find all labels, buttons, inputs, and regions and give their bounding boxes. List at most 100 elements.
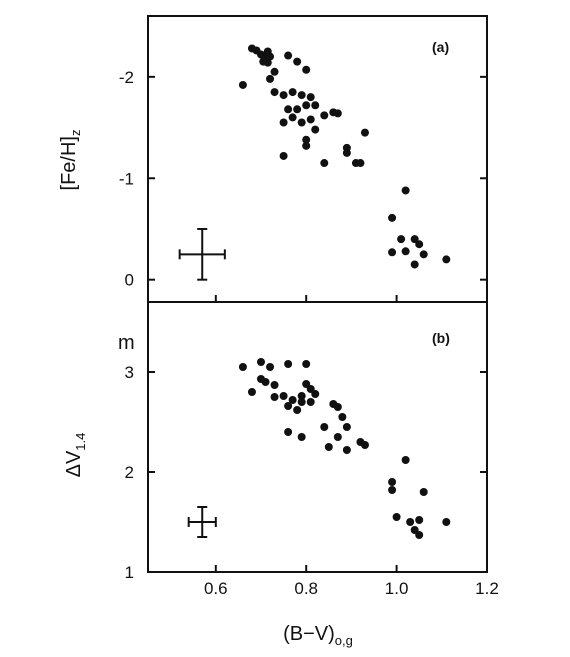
panel-b-data-point [247,388,256,396]
panel-a: (a) [Fe/H]z -2 -1 0 [58,15,488,303]
panel-a-frame [147,15,488,303]
panel-a-data-point [306,115,315,124]
panel-b-data-point [284,360,293,368]
panel-a-data-point [279,118,288,127]
panel-a-label: (a) [432,39,449,55]
panel-b-data-point [270,393,279,401]
panel-b-x-tick-label: 0.8 [294,579,318,598]
panel-b-data-point [270,381,279,389]
panel-a-data-point [419,250,428,259]
panel-b-data-point [279,392,288,400]
panel-b-data-point [388,486,397,494]
panel-b-data-point [297,433,306,441]
panel-a-data-point [302,135,311,144]
panel-b-data-point [324,443,333,451]
panel-a-y-axis-label: [Fe/H] [58,136,80,190]
panel-a-y-tick-label: -1 [119,169,134,188]
panel-b-data-point [297,392,306,400]
x-axis-label: (B−V) [283,623,335,645]
panel-b-data-point [284,402,293,410]
panel-b-data-point [342,446,351,454]
panel-b-data-point [342,423,351,431]
panel-b-frame [147,301,488,573]
panel-a-data-point [297,91,306,100]
panel-a-y-tick-label: 0 [125,271,134,290]
panel-a-data-point [356,159,365,168]
panel-a-data-point [270,88,279,97]
panel-b-data-point [333,403,342,411]
panel-a-data-point [306,93,315,102]
panel-a-data-point [263,58,272,67]
panel-b-data-point [293,406,302,414]
panel-a-data-point [333,109,342,118]
panel-a-data-point [288,88,297,97]
panel-a-data-point [342,148,351,157]
panel-b-data-point [297,398,306,406]
panel-a-data-point [302,141,311,150]
panel-b-data-point [415,516,424,524]
panel-b-data-point [401,456,410,464]
panel-a-data-point [297,118,306,127]
panel-b-data-point [261,378,270,386]
panel-b-data-point [415,531,424,539]
panel-b-x-tick-label: 0.6 [204,579,228,598]
panel-b-data-point [284,428,293,436]
panel-b-data-point [333,433,342,441]
panel-a-y-tick-label: -2 [119,68,134,87]
panel-b-data-point [442,518,451,526]
panel-a-data-point [401,247,410,256]
panel-b-data-point [360,441,369,449]
x-axis-sub: o,g [335,633,353,648]
panel-a-data-point [266,52,275,61]
panel-a-data-point [397,235,406,244]
panel-b-data-point [266,363,275,371]
panel-a-data-point [279,91,288,100]
panel-a-data-point [266,74,275,83]
panel-a-data-point [238,80,247,89]
panel-b-data-point [392,513,401,521]
x-axis-title: (B−V)o,g [283,623,353,648]
panel-b-data-point [338,413,347,421]
panel-a-data-point [311,101,320,110]
panel-a-y-axis-sub: z [68,130,83,137]
panel-b-y-tick-label: 1 [125,563,134,582]
panel-b-data-point [419,488,428,496]
panel-a-data-point [302,101,311,110]
panel-b-unit-label: m [118,332,135,354]
panel-a-data-point [320,159,329,168]
panel-a-data-point [410,260,419,269]
panel-a-y-axis-title: [Fe/H]z [58,130,83,191]
panel-b-data-point [306,398,315,406]
panel-a-data-point [293,57,302,66]
panel-b-data-point [257,358,265,366]
panel-a-data-point [284,51,293,60]
panel-b-y-tick-label: 3 [125,363,134,382]
panel-a-data-point [388,248,397,257]
panel-b-x-tick-label: 1.2 [475,579,499,598]
panel-a-data-point [320,111,329,120]
panel-a-data-point [270,67,279,76]
svg-text:[Fe/H]z: [Fe/H]z [58,130,83,191]
panel-b-label: (b) [432,330,450,346]
panel-b-data-point [320,423,329,431]
panel-b-data-point [302,360,311,368]
svg-text:ΔV1.4: ΔV1.4 [63,433,88,478]
panel-a-data-point [279,151,288,160]
panel-a-data-point [401,186,410,195]
panel-a-data-point [415,240,424,249]
panel-a-data-point [311,125,320,134]
panel-b-data-point [388,478,397,486]
panel-a-data-point [284,105,293,114]
panel-a-data-point [288,113,297,122]
panel-b-data-point [238,363,247,371]
panel-b-y-axis-title: ΔV1.4 [63,433,88,478]
panel-a-data-point [388,213,397,222]
panel-b-x-tick-label: 1.0 [385,579,409,598]
panel-b-data-point [406,518,415,526]
panel-b-y-tick-label: 2 [125,463,134,482]
panel-a-data-point [360,128,369,137]
panel-b-y-axis-label: ΔV [63,450,85,477]
panel-b-data-point [311,390,320,398]
panel-a-data-point [293,105,302,114]
